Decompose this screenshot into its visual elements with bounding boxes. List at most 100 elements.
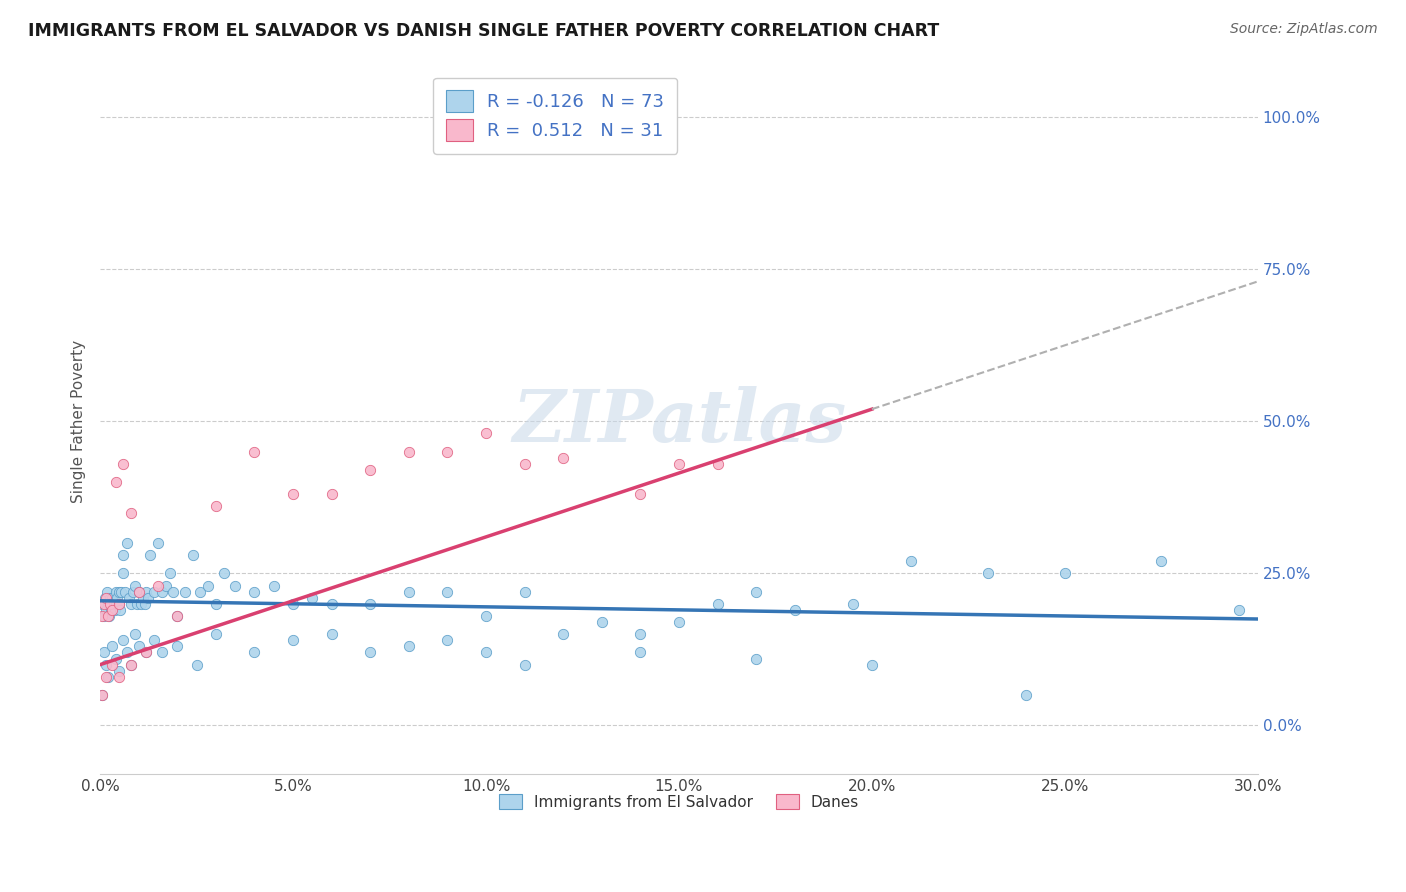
Point <box>128 640 150 654</box>
Point <box>107 591 129 605</box>
Point <box>93 645 115 659</box>
Point <box>513 457 536 471</box>
Point <box>628 487 651 501</box>
Point <box>243 645 266 659</box>
Point <box>94 603 117 617</box>
Point <box>120 597 142 611</box>
Point <box>186 657 208 672</box>
Point <box>97 609 120 624</box>
Point <box>513 584 536 599</box>
Point <box>398 640 420 654</box>
Point <box>591 615 613 629</box>
Point <box>668 457 690 471</box>
Point <box>112 566 135 581</box>
Point <box>114 584 136 599</box>
Point <box>93 609 115 624</box>
Point <box>143 633 166 648</box>
Point <box>129 597 152 611</box>
Point <box>100 597 122 611</box>
Point <box>321 627 343 641</box>
Point <box>197 578 219 592</box>
Point <box>108 664 131 678</box>
Point <box>146 578 169 592</box>
Point <box>321 487 343 501</box>
Point <box>112 633 135 648</box>
Point <box>100 603 122 617</box>
Point <box>212 566 235 581</box>
Point <box>628 627 651 641</box>
Point <box>135 584 157 599</box>
Point <box>143 584 166 599</box>
Point <box>91 688 114 702</box>
Point <box>138 591 160 605</box>
Point <box>1150 554 1173 568</box>
Point <box>301 591 323 605</box>
Point <box>205 597 228 611</box>
Point <box>110 584 132 599</box>
Point <box>122 584 145 599</box>
Point <box>1227 603 1250 617</box>
Point <box>120 506 142 520</box>
Point <box>128 584 150 599</box>
Point <box>243 444 266 458</box>
Point <box>263 578 285 592</box>
Point <box>745 584 768 599</box>
Point <box>166 609 188 624</box>
Point <box>94 657 117 672</box>
Point <box>513 657 536 672</box>
Point <box>93 597 115 611</box>
Point <box>146 536 169 550</box>
Point <box>436 633 458 648</box>
Point <box>900 554 922 568</box>
Point <box>475 609 498 624</box>
Point <box>174 584 197 599</box>
Point <box>108 597 131 611</box>
Point <box>398 444 420 458</box>
Point <box>104 584 127 599</box>
Point <box>281 597 304 611</box>
Point <box>94 591 117 605</box>
Point <box>150 584 173 599</box>
Point <box>181 548 204 562</box>
Point <box>436 444 458 458</box>
Point <box>976 566 998 581</box>
Point <box>205 627 228 641</box>
Point <box>706 597 728 611</box>
Point <box>162 584 184 599</box>
Text: ZIPatlas: ZIPatlas <box>512 386 846 457</box>
Point <box>120 657 142 672</box>
Point <box>115 645 138 659</box>
Point <box>166 640 188 654</box>
Point <box>243 584 266 599</box>
Point <box>159 566 181 581</box>
Point <box>190 584 212 599</box>
Point <box>475 645 498 659</box>
Point <box>553 450 575 465</box>
Point <box>96 584 118 599</box>
Point <box>97 670 120 684</box>
Point <box>706 457 728 471</box>
Point <box>115 536 138 550</box>
Point <box>205 500 228 514</box>
Point <box>281 487 304 501</box>
Point <box>104 603 127 617</box>
Point <box>135 645 157 659</box>
Point <box>134 597 156 611</box>
Text: Source: ZipAtlas.com: Source: ZipAtlas.com <box>1230 22 1378 37</box>
Point <box>1015 688 1038 702</box>
Point <box>783 603 806 617</box>
Point <box>745 651 768 665</box>
Point <box>97 597 120 611</box>
Point <box>359 645 381 659</box>
Point <box>98 597 121 611</box>
Point <box>359 597 381 611</box>
Point <box>120 657 142 672</box>
Point <box>841 597 863 611</box>
Point <box>281 633 304 648</box>
Point <box>135 645 157 659</box>
Legend: Immigrants from El Salvador, Danes: Immigrants from El Salvador, Danes <box>492 788 865 816</box>
Point <box>118 591 141 605</box>
Point <box>668 615 690 629</box>
Point <box>100 603 122 617</box>
Point <box>108 670 131 684</box>
